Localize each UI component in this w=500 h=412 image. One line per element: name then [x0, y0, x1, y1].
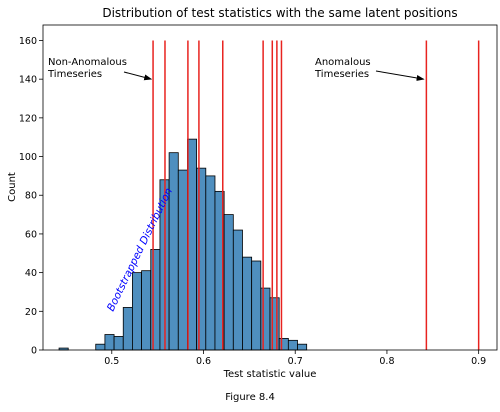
annotation-non-anomalous-arrow: [123, 71, 153, 81]
y-tick-label: 160: [19, 36, 37, 47]
x-tick-label: 0.7: [288, 356, 303, 367]
histogram-bar: [196, 167, 207, 351]
y-tick-label: 140: [19, 75, 37, 86]
y-tick-label: 40: [25, 268, 37, 279]
x-tick-label: 0.6: [196, 356, 211, 367]
annotation-anomalous-arrow: [375, 70, 425, 81]
histogram-bar: [104, 334, 115, 351]
histogram-bar: [132, 272, 142, 351]
histogram-bar: [168, 152, 179, 351]
plot-frame: [42, 24, 498, 351]
y-tick-label: 20: [25, 307, 37, 318]
test-statistic-lines: [152, 40, 480, 350]
chart-title: Distribution of test statistics with the…: [102, 6, 457, 20]
x-tick-label: 0.5: [104, 356, 119, 367]
x-tick-label: 0.8: [379, 356, 394, 367]
chart-axes: 0.5 0.6 0.7 0.8 0.9 0 20 40 60 80 100 120 140 160: [19, 24, 498, 367]
histogram-bar: [150, 249, 161, 351]
x-tick-label: 0.9: [471, 356, 486, 367]
histogram-bar: [232, 229, 243, 351]
histogram-bar: [187, 138, 198, 351]
annotation-non-anomalous-line: Timeseries: [47, 69, 102, 80]
histogram-bar: [269, 297, 280, 351]
histogram-bar: [122, 307, 133, 351]
x-axis-label: Test statistic value: [223, 369, 317, 380]
histogram-bar: [113, 336, 124, 351]
y-tick-label: 0: [31, 346, 37, 357]
histogram-bar: [251, 260, 262, 351]
histogram-bar: [287, 339, 298, 351]
histogram-bar: [297, 343, 308, 351]
annotation-anomalous-line: Anomalous: [315, 57, 371, 68]
histogram-bar: [95, 343, 106, 351]
histogram-bar: [278, 337, 289, 351]
histogram-bar: [242, 256, 253, 351]
histogram-bar: [223, 214, 234, 351]
y-tick-label: 120: [19, 113, 37, 124]
y-tick-label: 80: [25, 191, 37, 202]
histogram-bar: [141, 270, 152, 351]
histogram-bar: [205, 175, 216, 351]
histogram-bar: [177, 169, 188, 351]
figure-caption: Figure 8.4: [225, 392, 275, 403]
y-tick-label: 100: [19, 152, 37, 163]
annotation-non-anomalous-text: Non-Anomalous Timeseries: [47, 57, 127, 80]
annotation-anomalous-line: Timeseries: [314, 69, 369, 80]
annotation-anomalous-text: Anomalous Timeseries: [314, 57, 371, 80]
y-axis-label: Count: [7, 172, 18, 202]
y-tick-label: 60: [25, 229, 37, 240]
histogram-bars: [58, 138, 308, 351]
annotation-non-anomalous-line: Non-Anomalous: [48, 57, 127, 68]
histogram-bar: [260, 287, 271, 351]
